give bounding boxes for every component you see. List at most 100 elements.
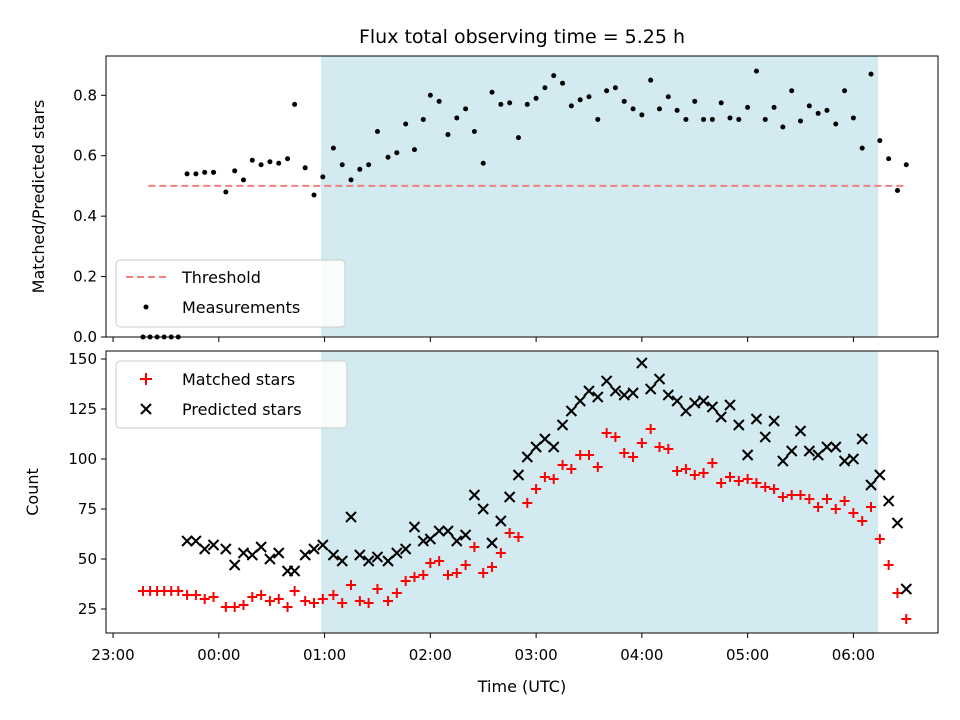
matched-star-point <box>689 470 700 480</box>
measurement-point <box>471 129 477 135</box>
count-y-tick-label: 125 <box>68 400 97 418</box>
measurement-point <box>762 116 768 122</box>
matched-star-point <box>839 496 850 506</box>
ratio-y-tick-label: 0.8 <box>73 86 97 104</box>
matched-star-point <box>442 570 453 580</box>
predicted-star-point <box>618 389 630 401</box>
ratio-axis-ticks: 0.0 0.2 0.4 0.6 0.8 <box>73 86 854 346</box>
matched-star-point <box>848 508 859 518</box>
predicted-star-point <box>715 411 727 423</box>
predicted-star-point <box>653 373 666 385</box>
matched-star-point <box>892 588 903 598</box>
measurements-legend-swatch <box>143 304 149 310</box>
matched-star-point <box>504 528 515 538</box>
predicted-star-point <box>803 445 816 457</box>
observing-window-band <box>321 351 879 633</box>
measurement-point <box>665 94 671 100</box>
predicted-star-point <box>433 525 445 537</box>
measurement-point <box>427 92 433 98</box>
matched-star-point <box>425 558 436 568</box>
measurement-point <box>320 174 326 180</box>
measurement-point <box>276 160 282 166</box>
predicted-star-point <box>317 539 329 551</box>
measurement-point <box>193 171 199 177</box>
matched-star-point <box>645 424 656 434</box>
measurement-point <box>789 88 795 94</box>
matched-star-point <box>478 568 489 578</box>
predicted-star-point <box>856 433 868 445</box>
predicted-star-point <box>794 425 807 437</box>
count-y-tick-label: 75 <box>78 500 97 518</box>
measurement-point <box>815 110 821 116</box>
predicted-star-point <box>345 511 357 523</box>
predicted-star-point <box>495 515 507 527</box>
predicted-star-point <box>459 529 472 541</box>
matched-star-point <box>830 504 841 514</box>
measurement-point <box>292 101 298 107</box>
matched-star-point <box>190 590 201 600</box>
measurement-point <box>285 156 291 162</box>
matched-star-point <box>208 592 219 602</box>
matched-star-point <box>601 428 612 438</box>
count-y-tick-label: 25 <box>78 600 97 618</box>
predicted-star-point <box>512 469 525 481</box>
predicted-star-point <box>288 565 301 577</box>
predicted-star-point <box>636 357 648 369</box>
ratio-y-axis-label: Matched/Predicted stars <box>29 100 48 294</box>
predicted-star-point <box>408 521 421 533</box>
matched-star-point <box>698 468 709 478</box>
measurement-point <box>692 98 698 104</box>
matched-star-point <box>513 532 524 542</box>
measurement-point <box>806 103 812 109</box>
predicted-star-point <box>565 405 578 417</box>
x-tick-label: 02:00 <box>409 646 452 664</box>
x-tick-label: 05:00 <box>726 646 769 664</box>
measurement-point <box>648 77 654 83</box>
x-tick-label: 01:00 <box>303 646 346 664</box>
measurement-point <box>551 73 557 79</box>
measurement-point <box>223 189 229 195</box>
predicted-star-point <box>785 445 798 457</box>
ratio-y-tick-label: 0.4 <box>73 207 97 225</box>
predicted-star-point <box>865 479 877 491</box>
measurement-point <box>824 107 830 113</box>
predicted-star-point <box>627 387 639 399</box>
matched-star-point <box>434 556 445 566</box>
measurement-point <box>886 156 892 162</box>
predicted-star-point <box>308 543 320 555</box>
matched-star-point <box>539 472 550 482</box>
predicted-star-point <box>741 449 754 461</box>
matched-star-point <box>220 602 231 612</box>
predicted-star-point <box>503 491 516 503</box>
matched-star-point <box>363 598 374 608</box>
matched-star-point <box>273 594 284 604</box>
predicted-star-point <box>821 441 833 453</box>
measurement-point <box>542 85 548 91</box>
measurement-point <box>211 169 217 175</box>
predicted-star-point <box>548 441 560 453</box>
predicted-star-point <box>521 451 533 463</box>
count-legend: Matched stars Predicted stars <box>115 360 348 429</box>
matched-star-point <box>786 490 797 500</box>
matched-star-point <box>522 498 533 508</box>
predicted-star-point <box>768 415 780 427</box>
predicted-star-point <box>574 395 586 407</box>
measurement-point <box>436 98 442 104</box>
measurement-point <box>445 132 451 138</box>
matched-star-point <box>282 602 293 612</box>
measurement-point <box>267 159 273 165</box>
matched-star-point <box>337 598 348 608</box>
matched-legend-swatch <box>140 373 152 385</box>
predicted-star-point <box>812 449 824 461</box>
ratio-y-tick-label: 0.0 <box>73 328 97 346</box>
predicted-star-point <box>697 395 710 407</box>
predicted-star-point <box>442 525 454 537</box>
matched-star-point <box>409 572 420 582</box>
matched-star-point <box>229 602 240 612</box>
x-tick-label: 00:00 <box>197 646 240 664</box>
measurement-point <box>639 112 645 118</box>
predicted-star-point <box>327 549 340 561</box>
predicted-star-point <box>336 555 348 567</box>
measurement-point <box>683 116 689 122</box>
count-panel: 25 50 75 100 125 150 23:00 00:00 01:00 02:00 03:00… <box>23 350 939 696</box>
